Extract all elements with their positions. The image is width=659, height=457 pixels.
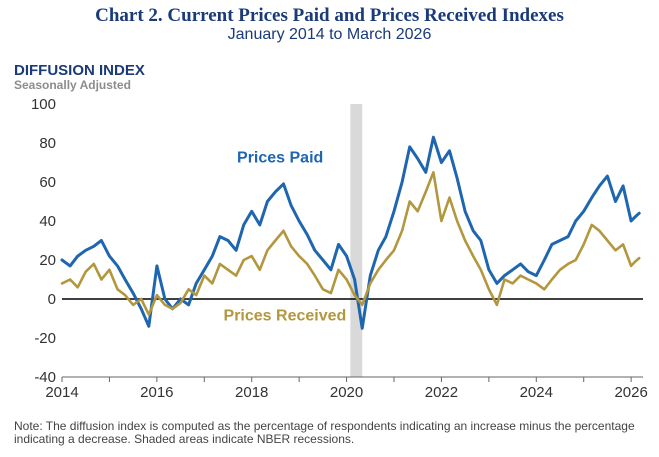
prices-paid-label: Prices Paid (237, 150, 323, 167)
x-tick-label: 2020 (330, 384, 363, 401)
prices-paid-line (60, 135, 641, 330)
prices-received-line (60, 171, 641, 316)
x-tick-label: 2022 (425, 384, 458, 401)
y-axis-sublabel: Seasonally Adjusted (14, 78, 131, 92)
y-tick-label: -20 (34, 330, 56, 347)
y-axis-label: DIFFUSION INDEX (14, 62, 145, 79)
series-layer (60, 135, 641, 330)
y-tick-label: 80 (39, 135, 56, 152)
y-tick-label: 0 (48, 291, 56, 308)
x-tick-label: 2024 (520, 384, 553, 401)
y-tick-label: 100 (31, 96, 56, 113)
x-tick-label: 2014 (45, 384, 78, 401)
prices-received-label: Prices Received (224, 307, 347, 324)
y-tick-label: 20 (39, 252, 56, 269)
y-tick-label: 40 (39, 213, 56, 230)
recession-shade (350, 104, 363, 377)
chart-note: Note: The diffusion index is computed as… (14, 419, 635, 446)
x-tick-label: 2026 (614, 384, 647, 401)
x-tick-label: 2018 (235, 384, 268, 401)
chart-subtitle: January 2014 to March 2026 (227, 26, 432, 43)
x-tick-label: 2016 (140, 384, 173, 401)
y-tick-label: -40 (34, 369, 56, 386)
axis-layer: -40 -20 0 20 40 60 80 100 2014 2016 2018 2020 2022 20… (31, 96, 648, 401)
recession-layer (350, 104, 363, 377)
chart-title: Chart 2. Current Prices Paid and Prices … (95, 5, 564, 26)
y-tick-label: 60 (39, 174, 56, 191)
label-layer: Prices Paid Prices Received (224, 150, 347, 325)
